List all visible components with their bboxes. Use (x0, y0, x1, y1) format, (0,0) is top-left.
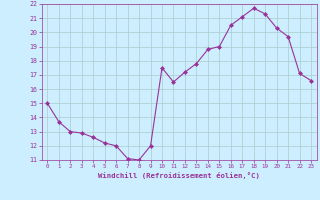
X-axis label: Windchill (Refroidissement éolien,°C): Windchill (Refroidissement éolien,°C) (98, 172, 260, 179)
